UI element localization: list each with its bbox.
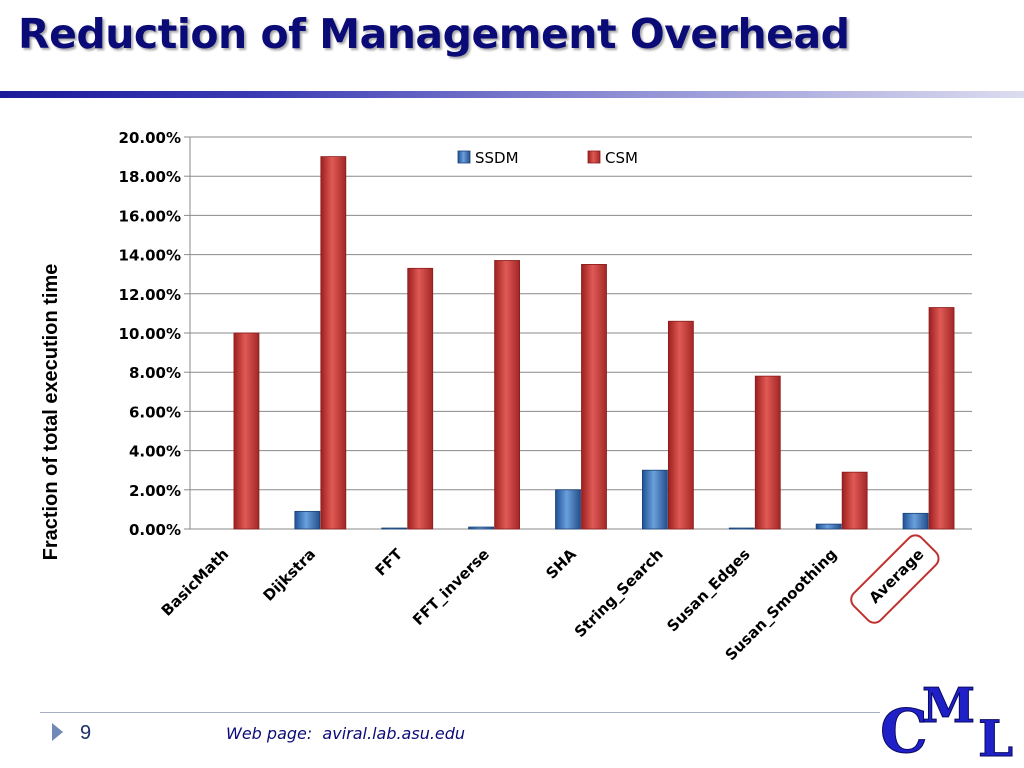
bar-chart: 0.00% 2.00% 4.00% 6.00% 8.00% 10.00% 12.00% 14.… [40,129,972,664]
cml-logo: C M L [880,678,1014,761]
y-tick-label: 18.00% [119,168,181,186]
x-tick-label: FFT [372,545,407,580]
x-tick-label: Dijkstra [260,545,320,605]
legend-label-csm: CSM [605,149,638,167]
y-tick-label: 2.00% [129,482,181,500]
footer-web-link[interactable]: Web page: aviral.lab.asu.edu [226,724,466,743]
bar-ssdm-dijkstra [294,510,321,530]
bar-ssdm-sha [555,489,581,530]
bars [233,156,955,530]
bar-csm-sha [581,263,607,530]
x-tick-label: SHA [542,545,580,583]
bar-ssdm-fft [381,527,408,530]
svg-text:C: C [880,697,928,760]
legend-label-ssdm: SSDM [475,149,519,167]
svg-text:M: M [922,678,975,734]
average-highlight [850,534,940,624]
y-tick-label: 14.00% [119,247,181,265]
title-underline [0,91,1024,98]
bar-ssdm-susan_edges [728,527,755,530]
bar-csm-susan_edges [754,375,781,530]
legend-swatch-ssdm [457,150,471,164]
x-tick-label: String_Search [571,545,667,641]
y-tick-label: 12.00% [119,286,181,304]
y-tick-label: 16.00% [119,207,181,225]
bar-csm-fft_inverse [494,260,521,530]
y-tick-label: 8.00% [129,364,181,382]
bar-csm-string_search [667,320,694,530]
bar-csm-dijkstra [320,156,347,530]
y-axis-label: Fraction of total execution time [40,264,62,561]
x-tick-label: BasicMath [158,545,233,620]
footer-divider [40,712,880,713]
y-axis-ticks: 0.00% 2.00% 4.00% 6.00% 8.00% 10.00% 12.00% 14.… [119,129,181,539]
legend-swatch-csm [587,150,601,164]
legend: SSDM CSM [457,149,638,167]
bar-ssdm-average [902,512,929,530]
svg-text:L: L [978,709,1013,760]
bar-csm-susan_smoothing [841,471,868,530]
highlight-box [850,534,940,624]
y-tick-label: 6.00% [129,403,181,421]
x-tick-label: Average [866,545,928,607]
bar-ssdm-string_search [641,469,668,530]
bar-csm-basicmath [233,332,260,530]
page-number: 9 [80,722,92,744]
y-tick-label: 10.00% [119,325,181,343]
bar-csm-average [928,307,955,530]
slide-title: Reduction of Management Overhead [18,10,850,58]
x-tick-label: FFT_inverse [409,545,493,629]
x-axis-labels: BasicMath Dijkstra FFT FFT_inverse SHAString… [158,545,928,664]
bar-ssdm-fft_inverse [468,526,495,530]
y-tick-label: 20.00% [119,129,181,147]
gridlines [184,136,972,530]
x-tick-label: Susan_Edges [663,545,753,635]
bullet-arrow-icon [52,723,63,741]
bar-ssdm-susan_smoothing [815,523,842,530]
bar-csm-fft [407,267,434,530]
y-tick-label: 0.00% [129,521,181,539]
y-tick-label: 4.00% [129,443,181,461]
